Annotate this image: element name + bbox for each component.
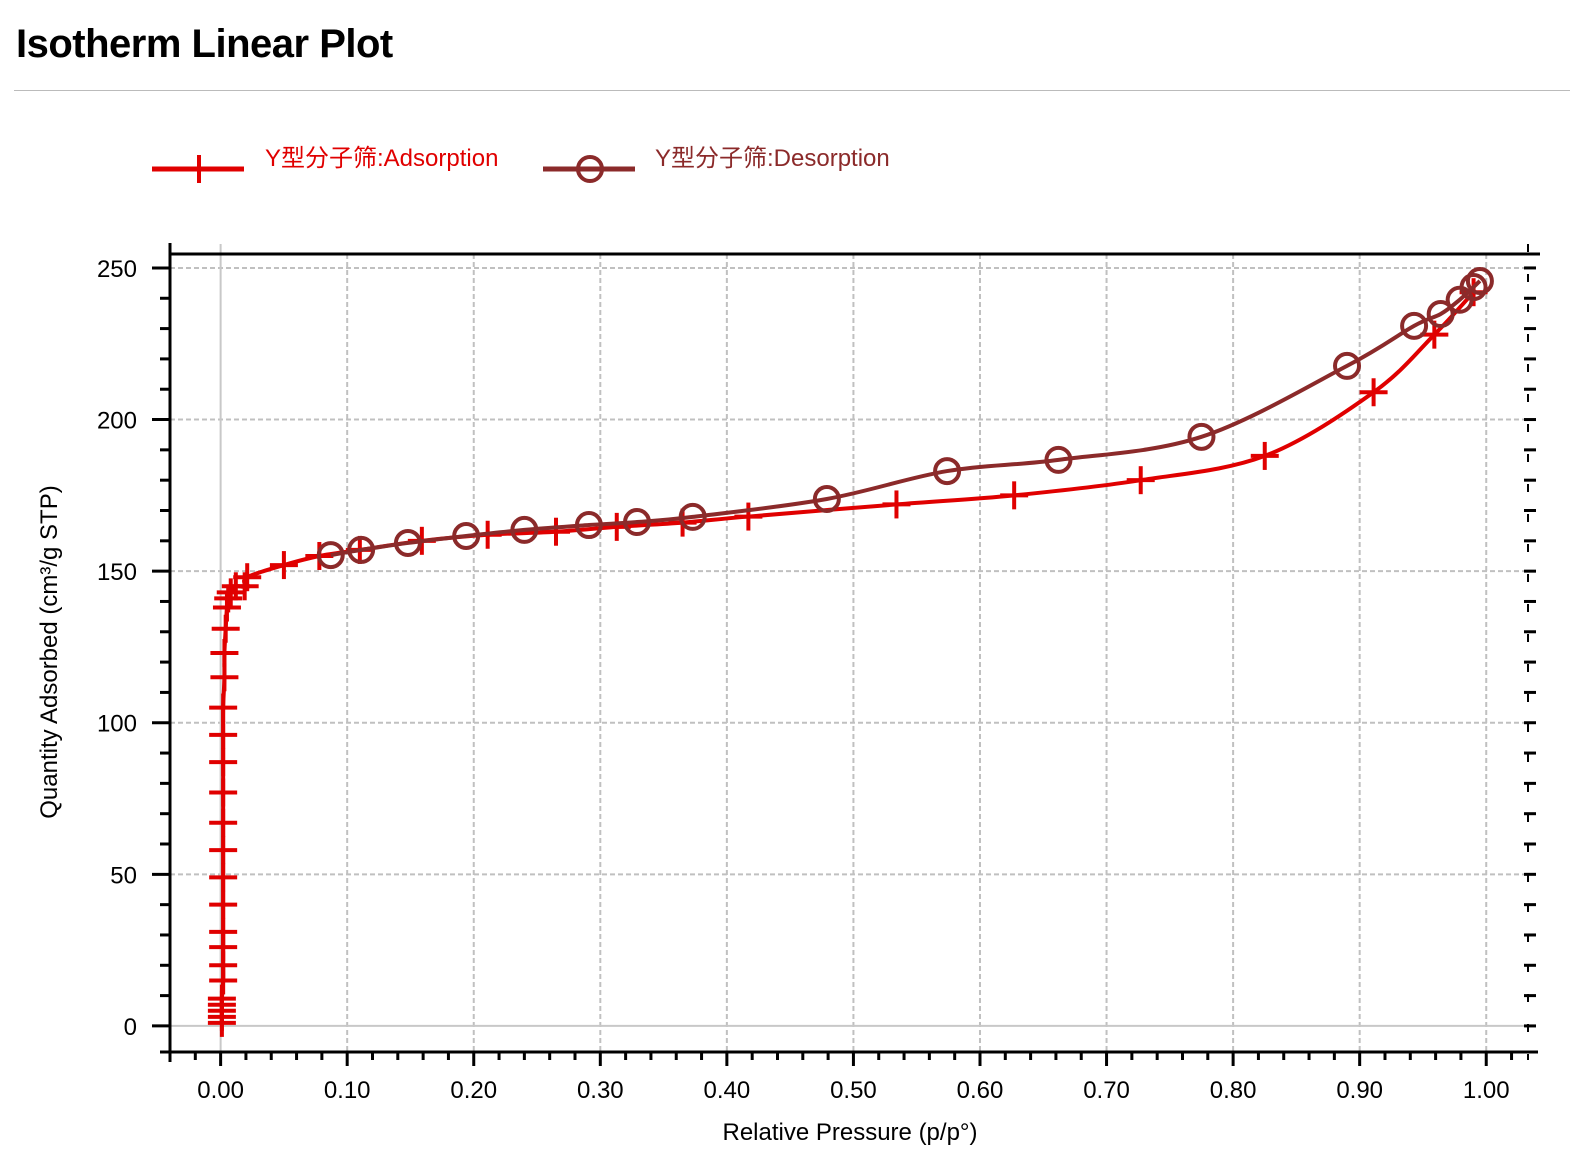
x-tick-label: 0.00 — [197, 1077, 244, 1104]
circle-marker — [347, 535, 376, 564]
x-tick-label: 0.60 — [957, 1077, 1004, 1104]
circle-marker — [1465, 266, 1494, 295]
series-line — [330, 279, 1482, 558]
y-tick-label: 50 — [110, 862, 137, 889]
legend-item: Y型分子筛:Adsorption — [152, 145, 498, 183]
plus-marker — [1250, 441, 1279, 470]
x-tick-label: 0.70 — [1083, 1077, 1130, 1104]
plus-marker — [210, 663, 239, 692]
x-axis-label: Relative Pressure (p/p°) — [722, 1119, 977, 1146]
circle-marker — [1333, 351, 1362, 380]
series-desorption — [316, 266, 1494, 570]
circle-marker — [510, 515, 539, 544]
circle-marker — [933, 457, 962, 486]
legend-label: Y型分子筛:Adsorption — [265, 145, 498, 172]
series-adsorption — [207, 278, 1488, 1037]
circle-marker — [678, 502, 707, 531]
plus-marker — [1359, 378, 1388, 407]
plus-marker — [1000, 481, 1029, 510]
plus-marker — [209, 863, 238, 892]
y-tick-label: 100 — [97, 711, 137, 738]
circle-marker — [1187, 422, 1216, 451]
circle-marker — [1044, 445, 1073, 474]
y-tick-label: 200 — [97, 408, 137, 435]
plus-marker — [209, 693, 238, 722]
plus-marker — [210, 639, 239, 667]
plus-marker — [209, 778, 238, 807]
x-tick-label: 1.00 — [1463, 1077, 1510, 1104]
title-divider — [14, 90, 1570, 91]
y-tick-label: 250 — [97, 256, 137, 283]
circle-marker — [452, 521, 481, 550]
plus-marker — [209, 748, 238, 777]
circle-marker — [1426, 300, 1455, 329]
x-tick-label: 0.40 — [704, 1077, 751, 1104]
x-tick-label: 0.20 — [450, 1077, 497, 1104]
plus-marker — [734, 502, 763, 531]
legend-item: Y型分子筛:Desorption — [543, 145, 890, 183]
y-tick-label: 0 — [124, 1014, 137, 1041]
plus-marker — [209, 917, 238, 946]
circle-marker — [623, 508, 652, 537]
circle-marker — [316, 541, 345, 570]
circle-marker — [812, 484, 841, 513]
x-tick-label: 0.90 — [1336, 1077, 1383, 1104]
circle-marker — [1445, 285, 1474, 314]
circle-marker — [1400, 311, 1429, 340]
plus-marker — [542, 517, 571, 546]
plus-marker — [233, 563, 262, 592]
series-line — [219, 290, 1476, 1023]
x-tick-label: 0.80 — [1210, 1077, 1257, 1104]
circle-marker — [574, 511, 603, 540]
plus-marker — [1126, 466, 1155, 495]
circle-marker — [576, 155, 604, 183]
plus-marker — [209, 836, 238, 865]
x-tick-label: 0.30 — [577, 1077, 624, 1104]
x-tick-label: 0.50 — [830, 1077, 877, 1104]
plus-marker — [209, 720, 238, 749]
plus-marker — [209, 808, 238, 837]
y-axis-label: Quantity Adsorbed (cm³/g STP) — [36, 485, 63, 818]
x-tick-label: 0.10 — [324, 1077, 371, 1104]
plus-marker — [216, 578, 245, 607]
circle-marker — [393, 528, 422, 557]
plus-marker — [269, 551, 298, 580]
legend-label: Y型分子筛:Desorption — [655, 145, 890, 172]
plus-marker — [185, 155, 213, 183]
plus-marker — [209, 890, 238, 919]
y-tick-label: 150 — [97, 559, 137, 586]
plus-marker — [882, 490, 911, 519]
page-title: Isotherm Linear Plot — [16, 22, 393, 66]
